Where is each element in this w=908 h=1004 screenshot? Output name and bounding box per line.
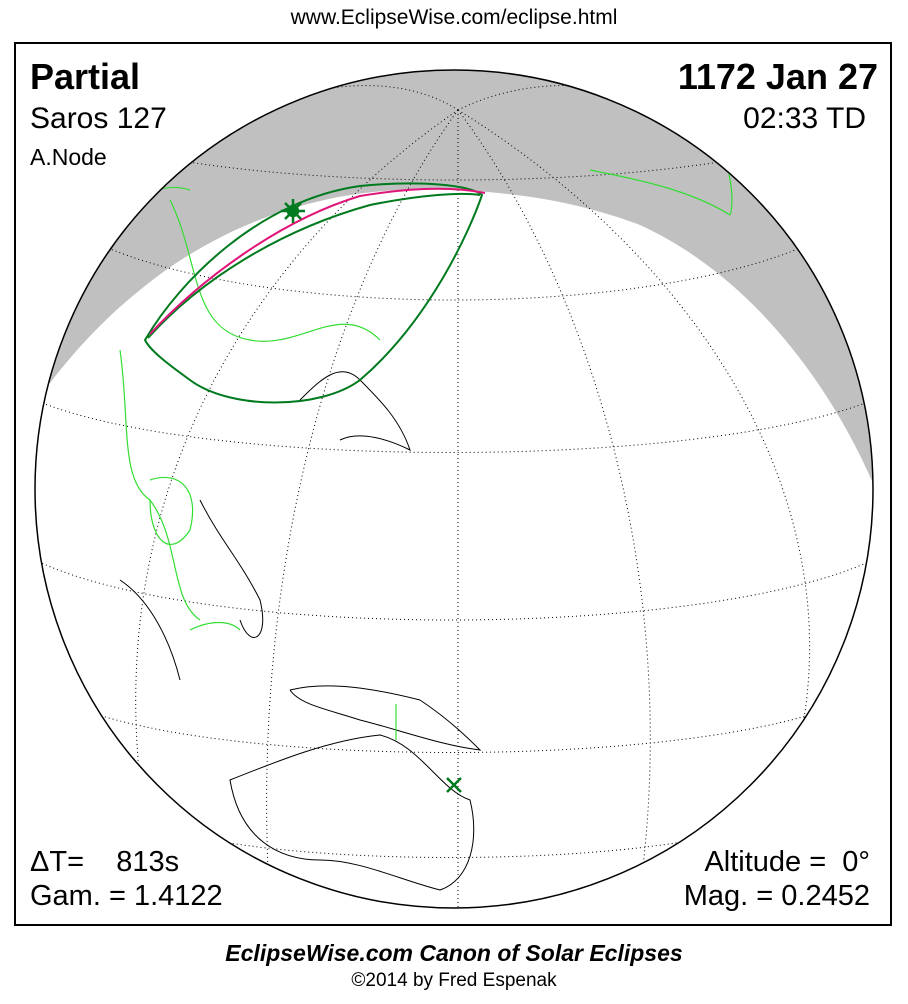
footer-copyright: ©2014 by Fred Espenak	[351, 970, 557, 991]
eclipse-date: 1172 Jan 27	[677, 56, 878, 97]
footer-title: EclipseWise.com Canon of Solar Eclipses	[225, 940, 683, 966]
globe-outline	[34, 69, 874, 909]
eclipse-type: Partial	[30, 56, 141, 97]
country-borders	[99, 139, 733, 740]
altitude: Altitude = 0°	[704, 846, 870, 878]
max-eclipse-line	[149, 187, 486, 335]
night-region	[35, 70, 873, 520]
eclipse-limit-curve	[143, 182, 484, 404]
source-url: www.EclipseWise.com/eclipse.html	[290, 6, 618, 29]
delta-t: ΔT= 813s	[30, 846, 180, 878]
map-frame	[14, 42, 892, 926]
node: A.Node	[30, 144, 107, 170]
coastlines	[119, 371, 482, 891]
eclipse-time: 02:33 TD	[743, 102, 866, 135]
gamma: Gam. = 1.4122	[30, 880, 223, 912]
globe	[35, 70, 873, 908]
star-icon	[281, 199, 305, 223]
saros-number: Saros 127	[30, 102, 167, 135]
eclipse-inner-curve	[147, 192, 481, 339]
magnitude: Mag. = 0.2452	[683, 880, 870, 912]
x-icon	[446, 777, 462, 793]
